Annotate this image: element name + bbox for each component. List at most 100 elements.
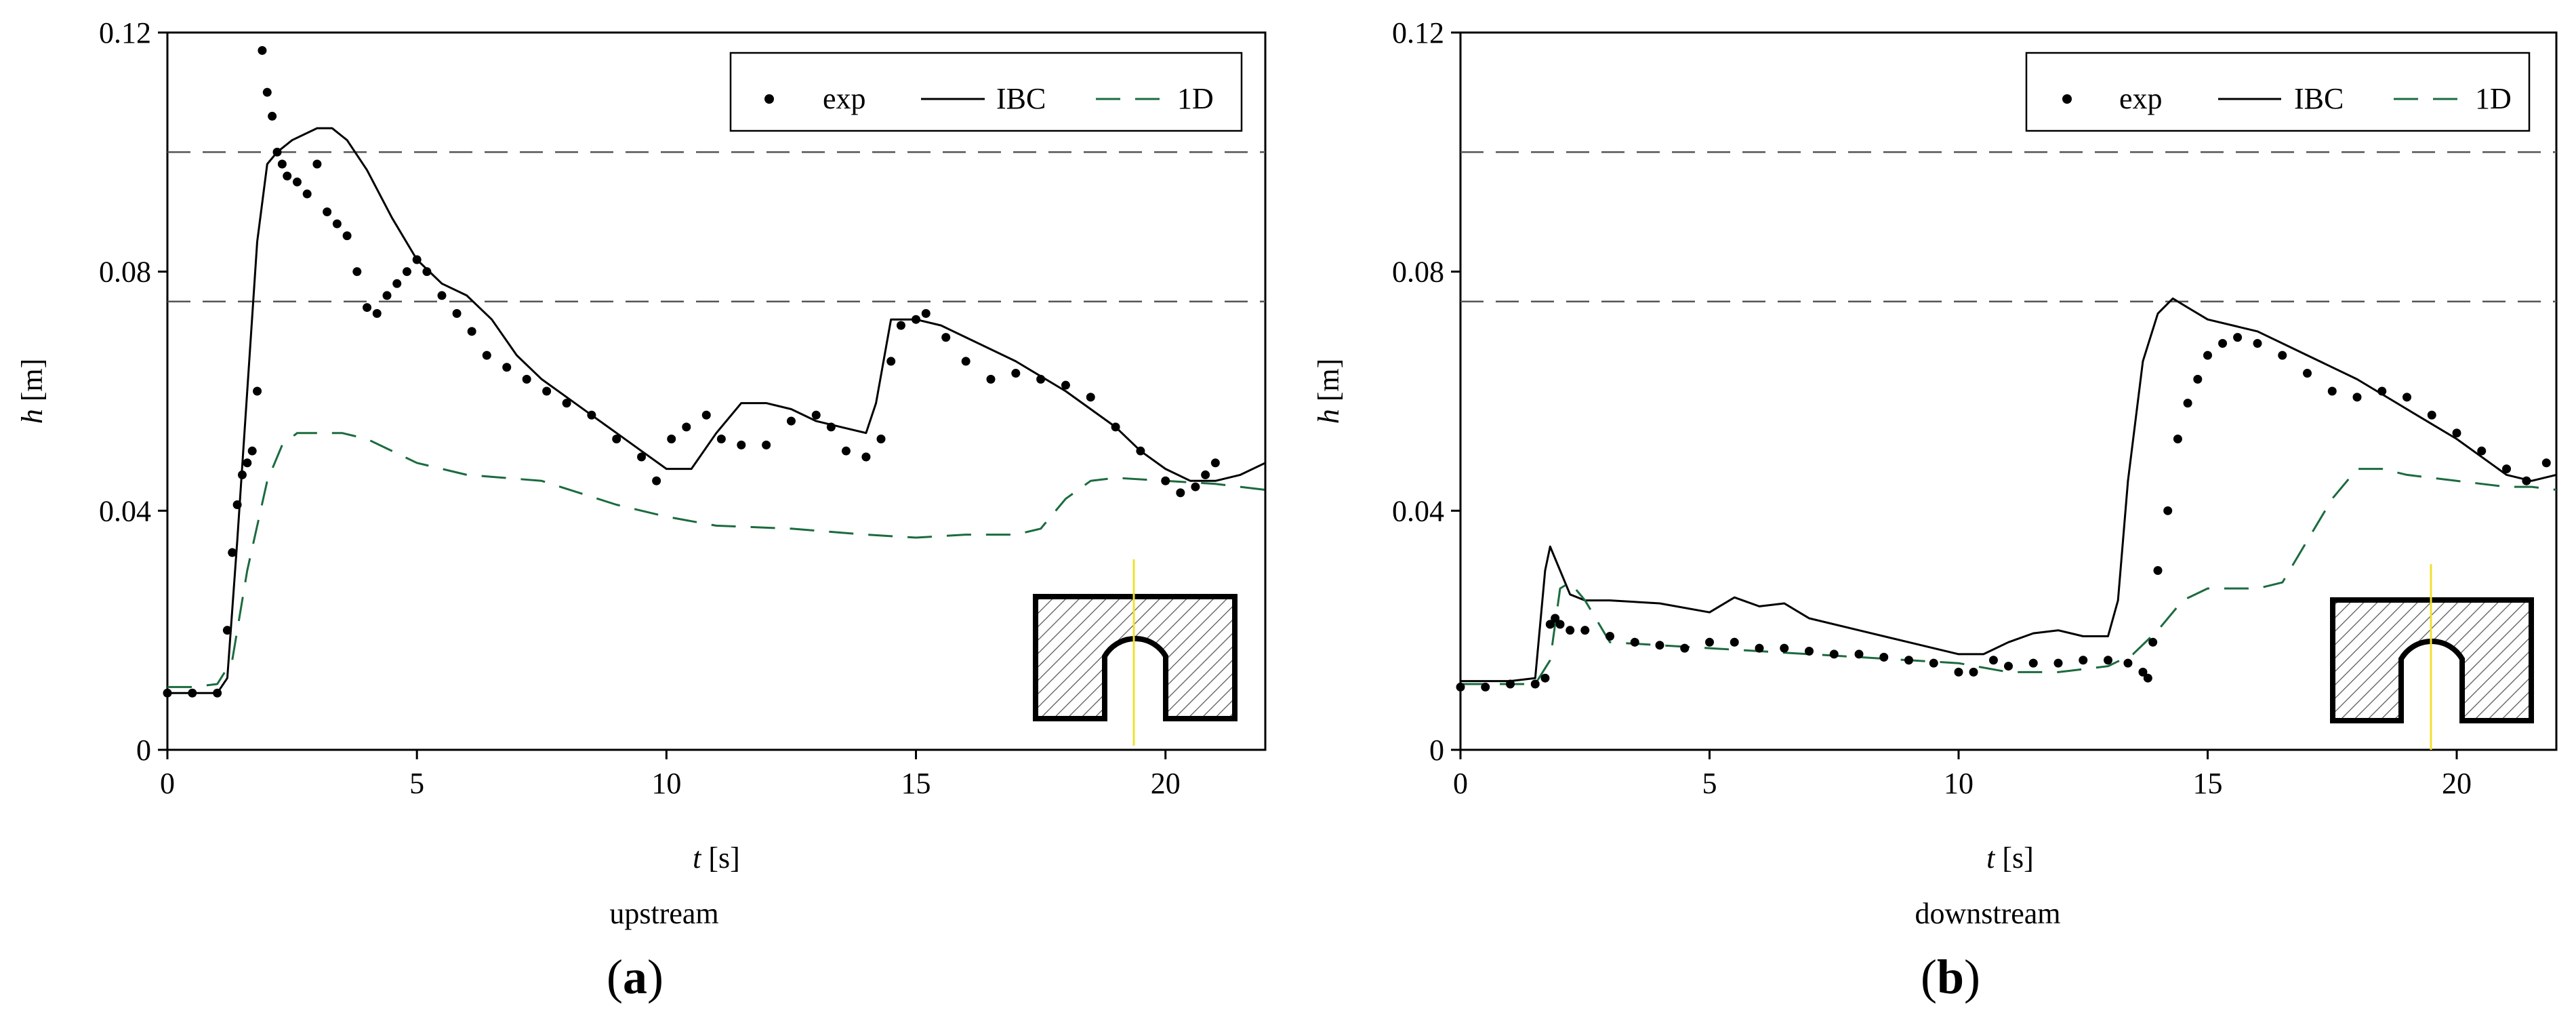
legend-1d-label: 1D [2475,82,2512,115]
data-point-exp [1530,679,1540,689]
data-point-exp [1780,643,1789,653]
data-point-exp [2253,338,2262,348]
data-point-exp [1630,637,1639,647]
y-tick-label: 0.12 [1392,16,1444,49]
panel-label-letter: b [1937,950,1964,1004]
cross-section-shape [2330,597,2534,723]
reference-lines [1460,151,2556,302]
chart-panel-downstream: 0 0.04 0.08 0.12 0 5 10 15 20 h [m] t [s] downs… [1312,16,2558,1004]
data-point-exp [258,45,267,55]
data-point-exp [1805,647,1814,656]
plot-frame [166,31,1267,751]
data-point-exp [1929,658,1938,668]
series-exp [1456,333,2551,692]
data-point-exp [1988,656,1998,665]
panel-label: (a) [607,950,663,1004]
data-point-exp [667,435,676,444]
data-point-exp [912,315,921,324]
data-point-exp [1036,374,1046,384]
data-point-exp [2153,566,2163,575]
panel-label: (b) [1921,950,1980,1004]
data-point-exp [1879,652,1889,662]
legend-1d-label: 1D [1177,82,1214,115]
data-point-exp [1456,682,1465,692]
data-point-exp [2303,369,2312,378]
data-point-exp [1506,679,1515,689]
panel-caption: upstream [609,897,718,930]
x-tick-label: 5 [1702,767,1717,800]
data-point-exp [941,333,951,342]
data-point-exp [2278,351,2287,360]
data-point-exp [163,688,172,698]
series-line-1d [1460,468,2557,685]
data-point-exp [1136,446,1145,456]
data-point-exp [482,351,491,360]
legend: exp IBC 1D [2025,52,2531,132]
y-tick-label: 0 [1429,734,1444,767]
y-tick-label: 0.04 [99,494,151,527]
data-point-exp [2028,658,2038,668]
y-axis-ticks: 0 0.04 0.08 0.12 [99,16,167,767]
data-point-exp [876,435,886,444]
y-tick-label: 0.12 [99,16,151,49]
data-point-exp [2163,506,2173,515]
data-point-exp [372,308,382,318]
x-axis-label: t [s] [693,841,740,875]
data-point-exp [2173,435,2182,444]
legend-exp-marker [2062,94,2072,104]
data-point-exp [2203,351,2212,360]
x-tick-label: 20 [2442,767,2472,800]
y-tick-label: 0.08 [1392,256,1444,289]
data-point-exp [2541,458,2551,468]
data-point-exp [302,189,312,199]
legend-exp-label: exp [823,82,866,115]
data-point-exp [2233,333,2243,342]
data-point-exp [2427,410,2436,420]
data-point-exp [262,87,272,97]
data-point-exp [1111,422,1120,432]
data-point-exp [1176,488,1185,498]
data-point-exp [1655,641,1664,650]
cross-section-inset [2330,564,2534,750]
data-point-exp [332,219,342,228]
data-point-exp [786,416,796,426]
x-axis-unit: [s] [2002,841,2033,875]
data-point-exp [247,446,257,456]
data-point-exp [1540,673,1550,683]
data-point-exp [1606,631,1614,641]
data-point-exp [2327,386,2337,396]
data-point-exp [402,267,411,277]
data-point-exp [1705,637,1714,647]
x-axis-symbol: t [693,841,702,875]
data-point-exp [562,399,571,408]
data-point-exp [312,159,322,169]
data-point-exp [452,308,462,318]
data-point-exp [1904,656,1913,665]
data-point-exp [2183,399,2192,408]
data-point-exp [268,111,277,121]
data-point-exp [701,410,711,420]
data-point-exp [342,231,352,241]
data-point-exp [382,291,392,300]
y-axis-symbol: h [1312,409,1345,424]
data-point-exp [2452,428,2461,438]
data-point-exp [467,327,476,336]
data-point-exp [1551,614,1560,623]
data-point-exp [587,410,596,420]
data-point-exp [1481,682,1490,692]
plot-area [1456,297,2557,692]
legend: exp IBC 1D [729,52,1243,132]
data-point-exp [253,386,262,396]
data-point-exp [1854,649,1864,659]
x-axis-unit: [s] [708,841,739,875]
y-axis-unit: [m] [1312,359,1345,402]
data-point-exp [896,321,905,330]
data-point-exp [811,410,821,420]
data-point-exp [222,626,232,635]
legend-exp-marker [764,94,774,104]
chart-panel-upstream: 0 0.04 0.08 0.12 0 5 10 15 20 h [m] t [s] upstr… [16,16,1267,1004]
data-point-exp [522,374,531,384]
data-point-exp [2218,338,2228,348]
data-point-exp [737,440,746,449]
data-point-exp [232,500,242,510]
